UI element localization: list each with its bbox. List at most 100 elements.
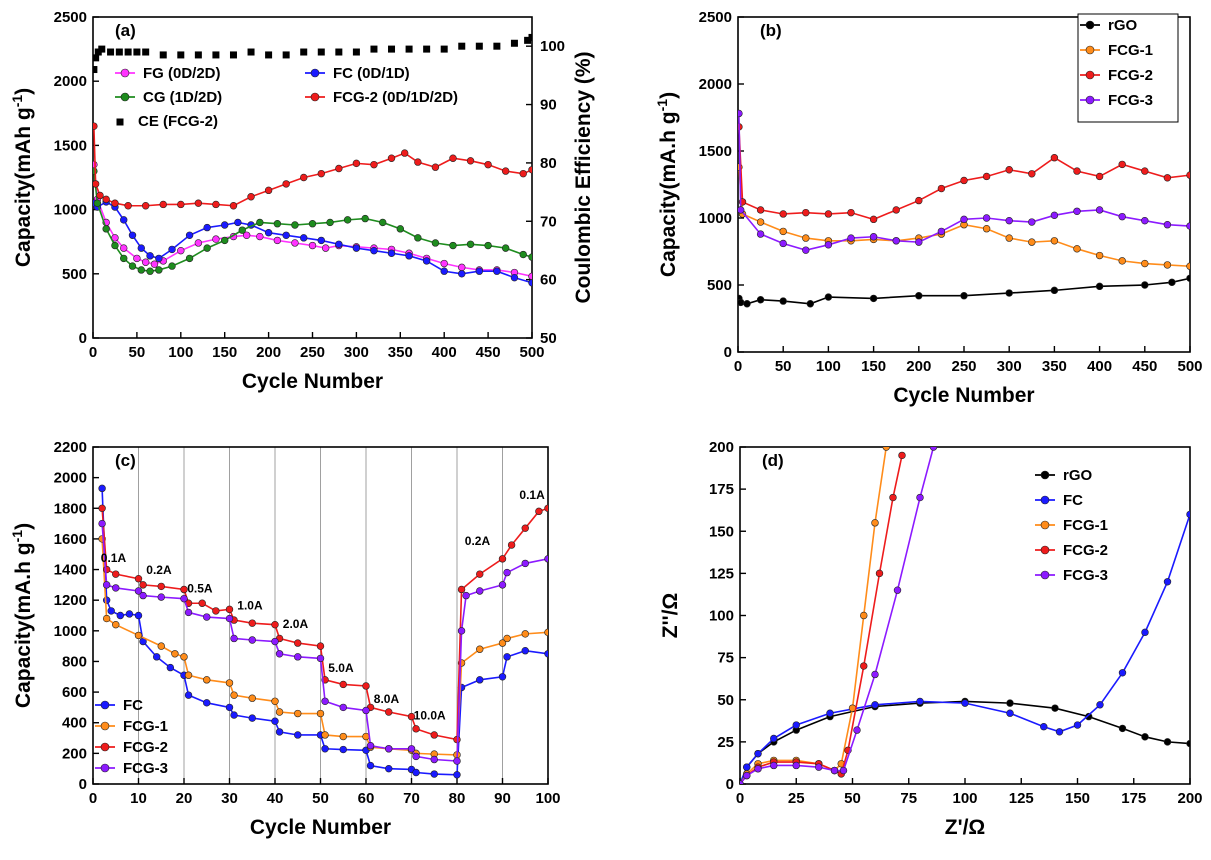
legend-item: FCG-1 (95, 718, 168, 735)
data-point (177, 246, 185, 255)
data-point (1118, 724, 1127, 733)
data-point (440, 267, 448, 275)
y2-tick-label: 90 (540, 97, 557, 114)
data-point (869, 215, 878, 224)
legend-label: rGO (1063, 467, 1093, 484)
data-point (1073, 721, 1082, 729)
data-point (430, 731, 438, 739)
data-point (125, 610, 134, 618)
data-point (826, 709, 834, 717)
series-line (738, 277, 1190, 305)
data-point (743, 763, 751, 771)
data-point (316, 654, 325, 663)
data-point (185, 231, 194, 239)
data-point (155, 266, 163, 274)
data-point (335, 164, 343, 173)
y-tick-label: 800 (62, 653, 87, 670)
data-point (510, 39, 518, 47)
data-point (521, 647, 529, 655)
x-tick-label: 40 (267, 790, 284, 807)
x-tick-label: 70 (403, 790, 420, 807)
data-point (430, 770, 438, 778)
series-line (740, 447, 888, 784)
legend-item: rGO (1080, 17, 1138, 34)
data-point (960, 292, 968, 300)
data-point (544, 504, 548, 512)
data-point (1006, 709, 1014, 717)
data-point (1006, 699, 1014, 707)
series-fcg-1 (738, 163, 1190, 270)
legend-label: FCG-3 (1063, 567, 1108, 584)
data-point (779, 210, 787, 218)
data-point (498, 673, 507, 681)
data-point (157, 582, 165, 591)
x-tick-label: 200 (256, 344, 281, 361)
series-rgo (738, 274, 1190, 308)
data-point (112, 584, 120, 592)
data-point (275, 650, 284, 658)
data-point (300, 48, 308, 56)
series-line (740, 700, 1190, 784)
x-tick-label: 100 (535, 790, 560, 807)
legend-label: FCG-2 (0D/1D/2D) (333, 89, 458, 106)
data-point (1055, 728, 1064, 736)
data-point (743, 771, 751, 780)
legend-marker (1085, 20, 1095, 30)
data-point (184, 608, 193, 617)
data-point (528, 166, 532, 174)
data-point (291, 221, 299, 229)
data-point (756, 230, 765, 238)
data-point (212, 200, 220, 209)
data-point (738, 206, 745, 214)
data-point (343, 216, 352, 224)
legend-item: FCG-3 (1080, 92, 1153, 109)
data-point (93, 160, 98, 169)
data-point (128, 231, 137, 239)
data-point (476, 587, 484, 595)
series-cg-1d-2d- (93, 167, 532, 275)
data-point (802, 246, 810, 254)
data-point (116, 611, 125, 620)
x-tick-label: 200 (906, 358, 931, 375)
legend-label: CG (1D/2D) (143, 89, 222, 106)
data-point (177, 51, 185, 59)
y-tick-label: 2000 (54, 73, 87, 90)
legend-item: FCG-2 (95, 739, 168, 756)
x-tick-label: 50 (775, 358, 792, 375)
series-rgo (740, 697, 1190, 784)
data-point (326, 218, 334, 227)
data-point (815, 763, 823, 771)
series-line (740, 447, 935, 784)
y-tick-label: 75 (717, 650, 734, 667)
data-point (141, 202, 150, 210)
data-point (484, 241, 492, 250)
data-point (352, 48, 360, 56)
y-tick-label: 500 (62, 266, 87, 283)
data-point (120, 254, 128, 263)
data-point (960, 176, 968, 185)
rate-label: 8.0A (374, 692, 400, 706)
data-point (180, 585, 188, 594)
data-point (882, 447, 890, 451)
data-point (412, 752, 420, 761)
data-point (366, 742, 375, 750)
data-point (915, 196, 923, 205)
data-point (194, 51, 202, 59)
legend-label: FCG-1 (123, 718, 168, 735)
x-tick-label: 200 (1177, 790, 1202, 807)
data-point (321, 745, 329, 753)
x-tick-label: 125 (1009, 790, 1034, 807)
data-point (1005, 166, 1013, 174)
y-axis-title: Capacity(mA.h g-1) (654, 92, 680, 277)
data-point (385, 764, 393, 773)
data-point (316, 642, 325, 650)
legend-item: FCG-1 (1035, 517, 1108, 534)
rate-label: 1.0A (237, 598, 263, 612)
y-axis-title-main: Capacity(mAh g (12, 107, 35, 267)
legend-marker (100, 700, 110, 710)
data-point (339, 745, 347, 754)
data-point (194, 239, 203, 247)
y-axis-title-main: Capacity(mA.h g (657, 111, 680, 277)
rate-label: 0.2A (465, 534, 491, 548)
y-tick-label: 0 (79, 330, 87, 347)
